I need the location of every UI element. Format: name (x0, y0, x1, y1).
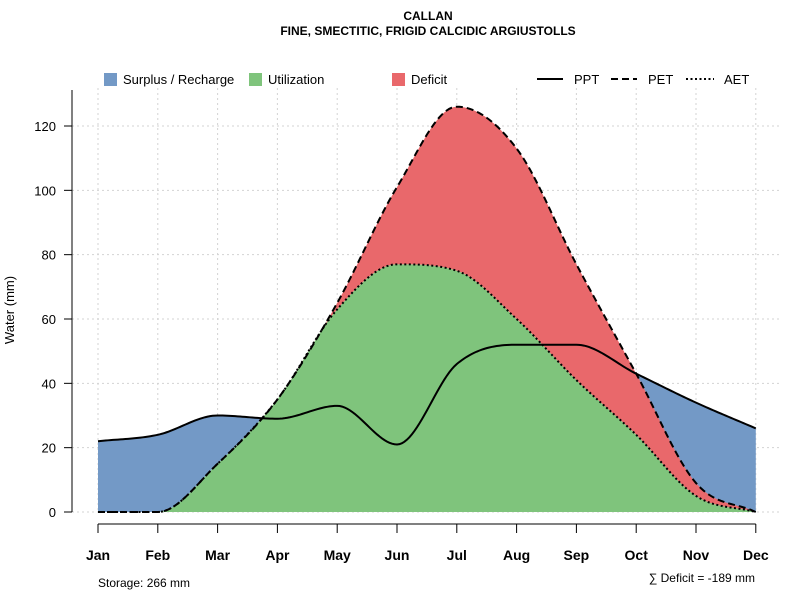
x-tick-label-oct: Oct (625, 547, 649, 563)
area-utilization (98, 264, 756, 512)
chart-subtitle: FINE, SMECTITIC, FRIGID CALCIDIC ARGIUST… (280, 24, 575, 38)
legend-swatch-utilization (249, 73, 262, 86)
areas (98, 106, 756, 512)
y-tick-label: 60 (42, 312, 56, 327)
x-tick-label-dec: Dec (743, 547, 769, 563)
x-tick-label-jul: Jul (447, 547, 467, 563)
y-tick-label: 20 (42, 441, 56, 456)
x-tick-label-aug: Aug (503, 547, 530, 563)
y-tick-label: 40 (42, 376, 56, 391)
legend: Surplus / Recharge Utilization Deficit P… (104, 72, 749, 87)
series-line-ppt (97, 343, 757, 446)
legend-label-pet: PET (648, 72, 673, 87)
y-tick-label: 0 (49, 505, 56, 520)
axes: 0 20 40 60 80 100 120 Jan Feb Mar Apr May Jun Jul Aug S… (34, 90, 769, 563)
y-axis-title: Water (mm) (2, 276, 17, 344)
area-deficit (98, 106, 756, 512)
legend-label-surplus: Surplus / Recharge (123, 72, 234, 87)
x-tick-label-mar: Mar (205, 547, 230, 563)
chart-title: CALLAN (403, 9, 452, 23)
x-tick-label-feb: Feb (145, 547, 170, 563)
deficit-sum-annotation: ∑ Deficit = -189 mm (649, 571, 755, 585)
legend-label-ppt: PPT (574, 72, 599, 87)
series-lines (97, 105, 757, 513)
legend-swatch-deficit (392, 73, 405, 86)
legend-label-deficit: Deficit (411, 72, 448, 87)
area-utilization-base (98, 344, 756, 512)
x-tick-label-may: May (324, 547, 351, 563)
x-tick-label-apr: Apr (265, 547, 290, 563)
y-tick-label: 100 (34, 183, 56, 198)
series-line-pet (98, 105, 757, 513)
x-tick-label-jun: Jun (385, 547, 410, 563)
x-tick-label-nov: Nov (683, 547, 710, 563)
legend-label-aet: AET (724, 72, 749, 87)
x-tick-label-sep: Sep (564, 547, 590, 563)
series-line-aet (98, 263, 757, 513)
x-tick-label-jan: Jan (86, 547, 110, 563)
legend-swatch-surplus (104, 73, 117, 86)
y-tick-label: 80 (42, 248, 56, 263)
storage-annotation: Storage: 266 mm (98, 576, 190, 590)
y-tick-label: 120 (34, 119, 56, 134)
legend-label-utilization: Utilization (268, 72, 324, 87)
